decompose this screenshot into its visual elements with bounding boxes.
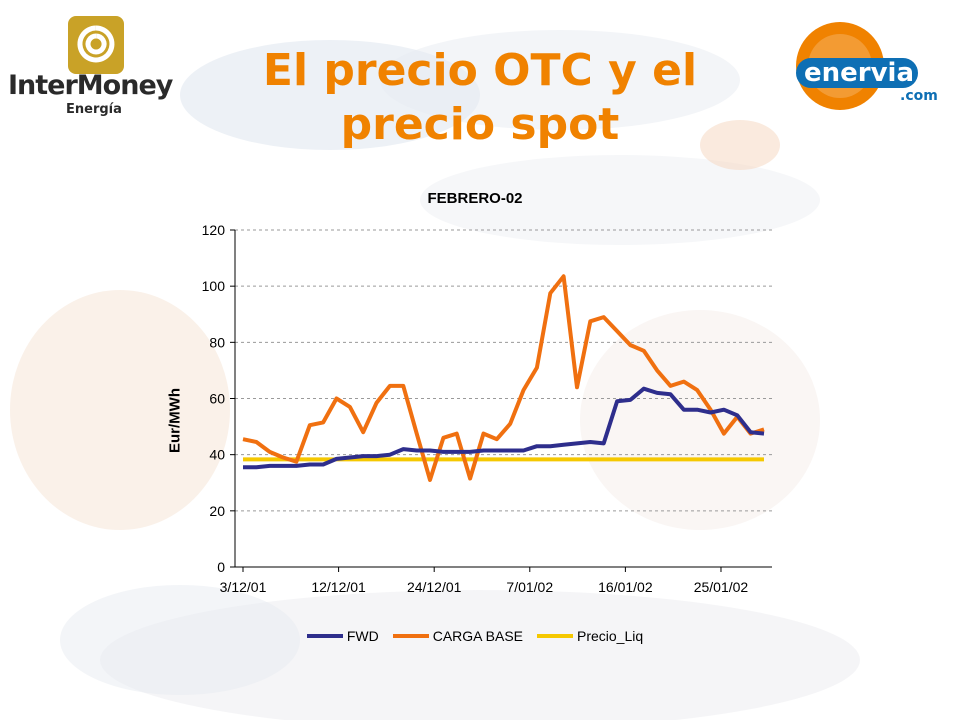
series-line-fwd xyxy=(243,386,765,470)
legend-label-carga-base: CARGA BASE xyxy=(432,628,523,644)
legend-item-fwd: FWD xyxy=(306,628,379,644)
y-tick-label: 0 xyxy=(217,559,225,575)
x-tick-label: 16/01/02 xyxy=(598,579,653,595)
legend-swatch-carga-base xyxy=(392,634,429,638)
enervia-logo: enervia .com xyxy=(762,14,960,114)
enervia-logo-domain: .com xyxy=(900,88,938,104)
x-tick-label: 12/12/01 xyxy=(311,579,366,595)
legend-item-precio-liq: Precio_Liq xyxy=(537,628,643,644)
legend-swatch-precio-liq xyxy=(537,634,573,638)
y-tick-label: 100 xyxy=(202,278,226,294)
y-tick-label: 120 xyxy=(202,222,226,238)
y-tick-label: 40 xyxy=(209,447,225,463)
legend-label-fwd: FWD xyxy=(346,628,379,644)
legend-label-precio-liq: Precio_Liq xyxy=(577,628,644,644)
intermoney-logo-text: InterMoney xyxy=(8,70,173,101)
chart-title: FEBRERO-02 xyxy=(427,190,523,207)
y-tick-label: 80 xyxy=(209,334,225,350)
y-tick-label: 20 xyxy=(209,503,225,519)
chart-plot: 0 20 40 60 80 100 120 3/12/01 12/12/01 24/12/01 7/… xyxy=(202,222,772,595)
y-tick-label: 60 xyxy=(209,391,225,407)
enervia-logo-text: enervia xyxy=(804,58,915,88)
series-line-carga-base xyxy=(242,274,765,482)
x-tick-label: 7/01/02 xyxy=(506,579,553,595)
x-tick-label: 25/01/02 xyxy=(694,579,749,595)
x-tick-label: 24/12/01 xyxy=(407,579,462,595)
x-tick-label: 3/12/01 xyxy=(220,579,267,595)
intermoney-logo-subtext: Energía xyxy=(66,102,122,117)
intermoney-logo: InterMoney Energía xyxy=(6,14,186,124)
legend-swatch-fwd xyxy=(306,634,343,638)
page-title: El precio OTC y el precio spot xyxy=(262,45,698,150)
chart-legend: FWD CARGA BASE Precio_Liq xyxy=(150,628,800,644)
legend-item-carga-base: CARGA BASE xyxy=(392,628,523,644)
line-chart: FEBRERO-02 Eur/MWh 0 20 40 60 80 100 120 3/12/0… xyxy=(150,180,800,660)
